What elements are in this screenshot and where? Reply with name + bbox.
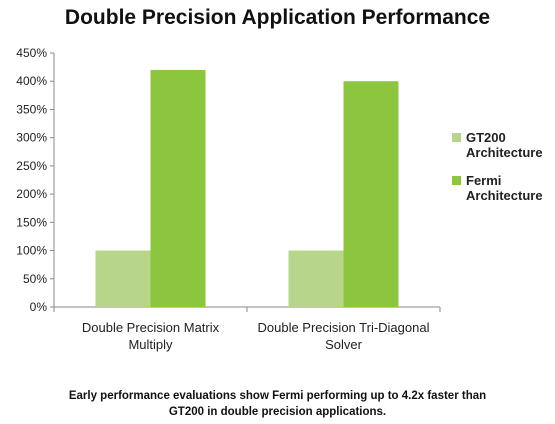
chart-labels: 0% 50% 100% 150% 200% 250% 300% 350% 400% 450% Dou… bbox=[16, 46, 429, 352]
caption-line-2: GT200 in double precision applications. bbox=[168, 406, 387, 418]
chart-bars bbox=[95, 69, 399, 307]
y-tick-label: 50% bbox=[23, 272, 47, 286]
bar-gt200-1 bbox=[288, 250, 344, 307]
legend-swatch-0 bbox=[452, 133, 461, 142]
y-tick-label: 100% bbox=[16, 244, 47, 258]
x-category-label: Double Precision Tri-Diagonal bbox=[258, 320, 430, 335]
x-category-label: Multiply bbox=[128, 337, 173, 352]
legend-label-1: Fermi bbox=[466, 173, 501, 188]
legend-label-0: Architecture bbox=[466, 145, 543, 160]
bar-fermi-0 bbox=[150, 69, 206, 307]
caption-line-1: Early performance evaluations show Fermi… bbox=[68, 390, 487, 402]
y-tick-label: 250% bbox=[16, 159, 47, 173]
legend-label-0: GT200 bbox=[466, 130, 506, 145]
y-tick-label: 200% bbox=[16, 187, 47, 201]
y-tick-label: 350% bbox=[16, 102, 47, 116]
y-tick-label: 400% bbox=[16, 74, 47, 88]
bar-gt200-0 bbox=[95, 250, 151, 307]
y-tick-label: 300% bbox=[16, 131, 47, 145]
legend-label-1: Architecture bbox=[466, 188, 543, 203]
chart-title: Double Precision Application Performance bbox=[64, 6, 491, 29]
y-tick-label: 0% bbox=[30, 300, 48, 314]
chart-caption: Early performance evaluations show Fermi… bbox=[20, 388, 535, 420]
y-tick-label: 450% bbox=[16, 46, 47, 60]
x-category-label: Solver bbox=[325, 337, 363, 352]
bar-fermi-1 bbox=[343, 81, 399, 307]
legend-swatch-1 bbox=[452, 176, 461, 185]
x-category-label: Double Precision Matrix bbox=[82, 320, 220, 335]
y-tick-label: 150% bbox=[16, 215, 47, 229]
